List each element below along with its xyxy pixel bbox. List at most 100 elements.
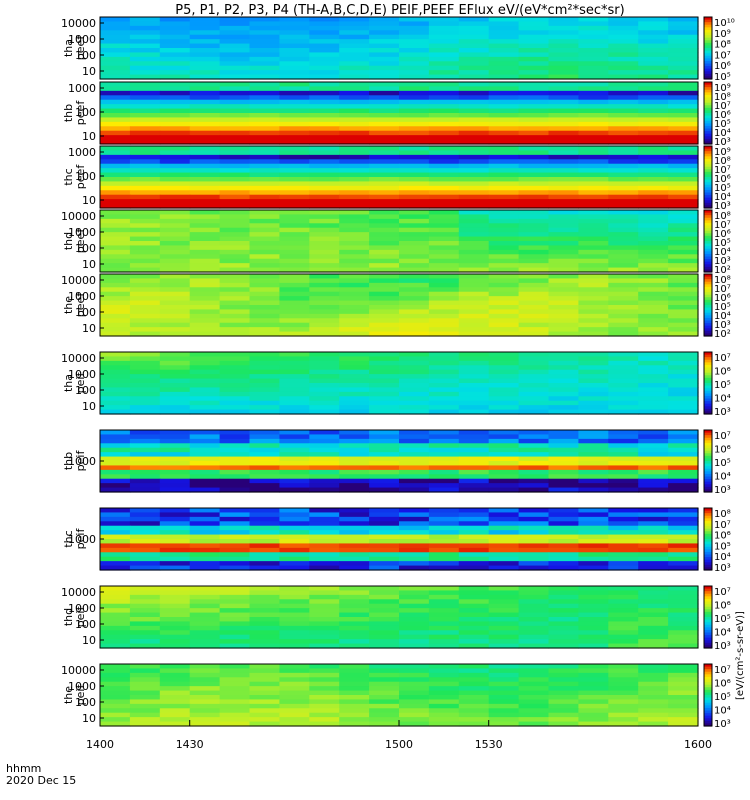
spectrogram-cell	[219, 565, 251, 571]
spectrogram-cell	[369, 699, 400, 705]
spectrogram-cell	[369, 296, 400, 302]
spectrogram-cell	[518, 508, 550, 514]
spectrogram-cell	[279, 677, 310, 683]
spectrogram-cell	[219, 34, 251, 40]
colorbar-segment	[704, 476, 712, 480]
spectrogram-cell	[458, 130, 490, 136]
spectrogram-cell	[339, 668, 370, 674]
spectrogram-cell	[219, 478, 251, 484]
spectrogram-cell	[279, 438, 310, 444]
spectrogram-cell	[219, 146, 251, 152]
spectrogram-cell	[100, 150, 131, 156]
spectrogram-cell	[668, 309, 699, 315]
spectrogram-cell	[428, 360, 460, 366]
spectrogram-cell	[518, 630, 550, 636]
spectrogram-cell	[458, 274, 490, 280]
spectrogram-cell	[219, 52, 251, 58]
spectrogram-cell	[339, 664, 370, 670]
spectrogram-cell	[159, 516, 191, 522]
spectrogram-cell	[189, 512, 221, 518]
spectrogram-cell	[219, 686, 251, 692]
spectrogram-cell	[399, 712, 430, 718]
spectrogram-cell	[668, 56, 699, 62]
spectrogram-cell	[458, 695, 490, 701]
colorbar-segment	[704, 689, 712, 694]
spectrogram-cell	[428, 331, 460, 337]
spectrogram-cell	[608, 267, 639, 273]
spectrogram-cell	[100, 552, 131, 558]
spectrogram-cell	[129, 512, 161, 518]
spectrogram-cell	[428, 356, 460, 362]
spectrogram-cell	[458, 181, 490, 187]
colorbar-segment	[704, 84, 712, 88]
spectrogram-cell	[249, 534, 280, 540]
spectrogram-cell	[279, 168, 310, 174]
spectrogram-cell	[369, 90, 400, 96]
spectrogram-cell	[608, 95, 639, 101]
spectrogram-cell	[638, 717, 669, 723]
spectrogram-cell	[548, 278, 579, 284]
spectrogram-cell	[339, 70, 370, 76]
spectrogram-cell	[608, 565, 639, 571]
spectrogram-cell	[458, 634, 490, 640]
spectrogram-cell	[578, 634, 609, 640]
spectrogram-cell	[339, 356, 370, 362]
spectrogram-cell	[458, 391, 490, 397]
spectrogram-cell	[100, 185, 131, 191]
spectrogram-cell	[428, 686, 460, 692]
spectrogram-cell	[159, 177, 191, 183]
spectrogram-cell	[399, 90, 430, 96]
spectrogram-cell	[518, 374, 550, 380]
spectrogram-cell	[518, 668, 550, 674]
spectrogram-cell	[189, 309, 221, 315]
spectrogram-cell	[428, 396, 460, 402]
spectrogram-cell	[488, 556, 520, 562]
spectrogram-cell	[129, 274, 161, 280]
spectrogram-cell	[219, 400, 251, 406]
spectrogram-cell	[100, 48, 131, 54]
spectrogram-cell	[399, 210, 430, 216]
spectrogram-cell	[578, 117, 609, 123]
spectrogram-cell	[129, 378, 161, 384]
spectrogram-cell	[369, 154, 400, 160]
colorbar-segment	[704, 58, 712, 62]
spectrogram-cell	[129, 525, 161, 531]
spectrogram-cell	[100, 369, 131, 375]
spectrogram-cell	[578, 721, 609, 727]
spectrogram-cell	[189, 483, 221, 489]
spectrogram-cell	[608, 603, 639, 609]
spectrogram-cell	[369, 300, 400, 306]
spectrogram-cell	[159, 25, 191, 31]
spectrogram-cell	[428, 274, 460, 280]
spectrogram-cell	[518, 210, 550, 216]
spectrogram-cell	[518, 121, 550, 127]
spectrogram-cell	[189, 617, 221, 623]
spectrogram-cell	[578, 218, 609, 224]
spectrogram-cell	[369, 135, 400, 141]
colorbar-segment	[704, 676, 712, 681]
spectrogram-cell	[129, 543, 161, 549]
spectrogram-cell	[608, 456, 639, 462]
spectrogram-cell	[249, 236, 280, 242]
spectrogram-cell	[159, 625, 191, 631]
spectrogram-cell	[668, 703, 699, 709]
spectrogram-cell	[309, 278, 340, 284]
spectrogram-cell	[100, 603, 131, 609]
spectrogram-cell	[428, 461, 460, 467]
spectrogram-cell	[309, 82, 340, 88]
spectrogram-cell	[309, 159, 340, 165]
spectrogram-cell	[249, 603, 280, 609]
spectrogram-cell	[339, 405, 370, 411]
spectrogram-cell	[249, 150, 280, 156]
spectrogram-cell	[189, 218, 221, 224]
spectrogram-cell	[100, 512, 131, 518]
colorbar-tick-label: 10³	[714, 201, 731, 212]
spectrogram-cell	[638, 113, 669, 119]
colorbar-tick-label: 10⁴	[714, 128, 731, 139]
spectrogram-cell	[638, 56, 669, 62]
spectrogram-cell	[458, 210, 490, 216]
spectrogram-cell	[309, 30, 340, 36]
spectrogram-cell	[578, 465, 609, 471]
spectrogram-cell	[608, 74, 639, 80]
spectrogram-cell	[458, 456, 490, 462]
